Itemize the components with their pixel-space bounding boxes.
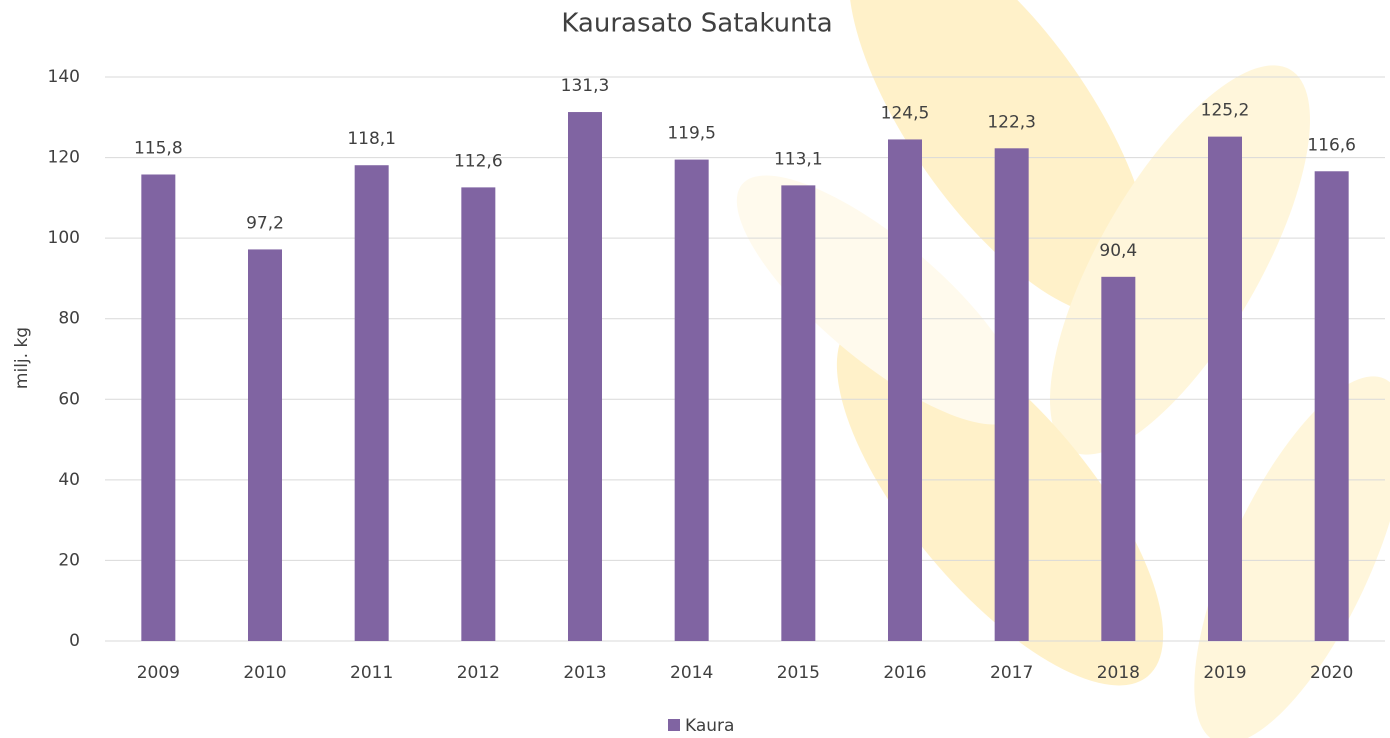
- y-tick-label: 20: [58, 550, 80, 570]
- y-tick-label: 60: [58, 389, 80, 409]
- bar: [994, 148, 1029, 641]
- x-tick-label: 2012: [457, 663, 500, 683]
- y-tick-label: 120: [48, 148, 80, 168]
- y-tick-label: 140: [48, 67, 80, 87]
- data-label: 125,2: [1201, 101, 1250, 121]
- bar: [568, 112, 602, 641]
- legend-swatch: [668, 719, 680, 731]
- y-tick-label: 80: [58, 309, 80, 329]
- bar: [1101, 276, 1136, 641]
- data-label: 116,6: [1307, 135, 1356, 155]
- x-tick-label: 2010: [243, 663, 286, 683]
- bar: [141, 174, 176, 641]
- data-label: 131,3: [561, 76, 610, 96]
- data-label: 90,4: [1099, 241, 1137, 261]
- x-tick-label: 2015: [777, 663, 820, 683]
- legend-label: Kaura: [685, 716, 734, 736]
- x-tick-label: 2011: [350, 663, 393, 683]
- data-label: 118,1: [347, 129, 396, 149]
- x-tick-label: 2013: [563, 663, 606, 683]
- bar: [1314, 171, 1349, 642]
- x-tick-label: 2014: [670, 663, 713, 683]
- x-tick-label: 2017: [990, 663, 1033, 683]
- bar: [674, 159, 709, 642]
- data-label: 112,6: [454, 151, 503, 171]
- y-tick-label: 0: [69, 631, 80, 651]
- x-tick-label: 2016: [883, 663, 926, 683]
- y-tick-label: 40: [58, 470, 80, 490]
- x-tick-label: 2019: [1203, 663, 1246, 683]
- bar: [888, 139, 922, 641]
- bar: [354, 165, 389, 641]
- bar: [248, 249, 282, 641]
- chart-title: Kaurasato Satakunta: [561, 9, 832, 39]
- bar: [1208, 136, 1242, 641]
- bar: [781, 185, 816, 641]
- y-axis-label: milj. kg: [12, 327, 32, 389]
- x-tick-label: 2018: [1097, 663, 1140, 683]
- x-tick-label: 2020: [1310, 663, 1353, 683]
- bar: [461, 187, 496, 641]
- data-label: 119,5: [667, 124, 716, 144]
- y-tick-label: 100: [48, 228, 80, 248]
- data-label: 97,2: [246, 213, 284, 233]
- x-tick-label: 2009: [137, 663, 180, 683]
- data-label: 115,8: [134, 138, 183, 158]
- data-label: 122,3: [987, 112, 1036, 132]
- data-label: 113,1: [774, 149, 823, 169]
- data-label: 124,5: [881, 103, 930, 123]
